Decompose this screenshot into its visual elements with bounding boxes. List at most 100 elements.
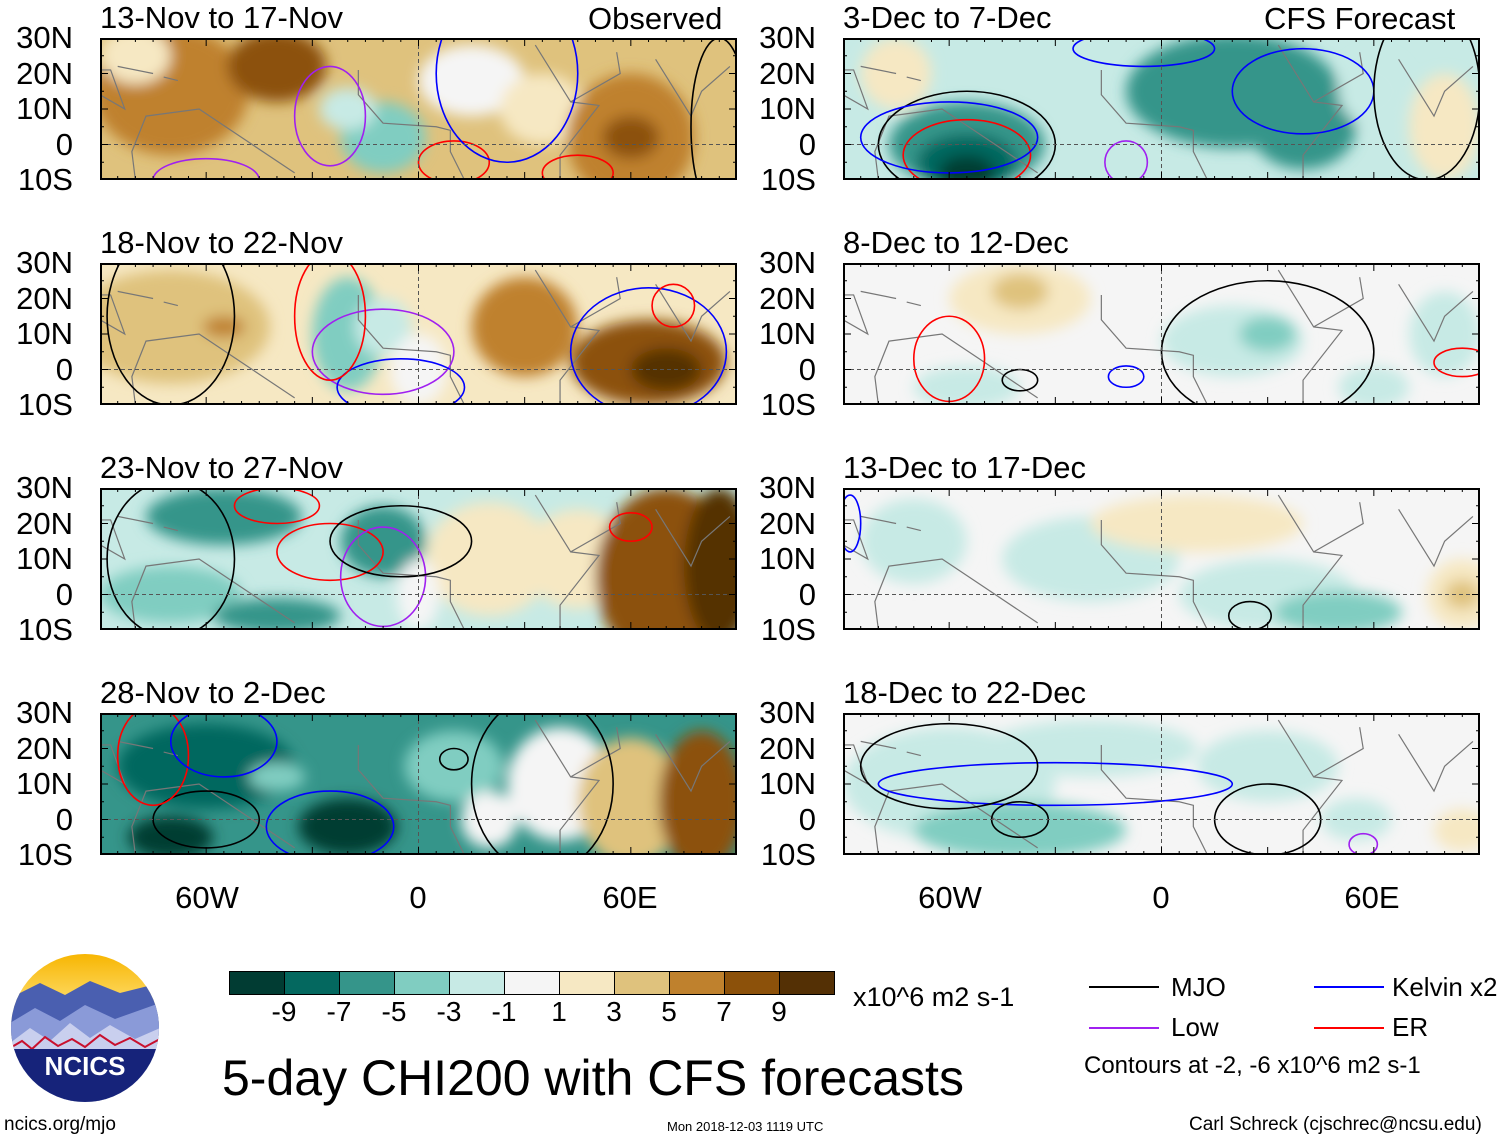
colorbar-tick-label: -5 [381,996,407,1027]
lat-label: 20N [16,280,73,316]
anomaly-shading [1409,291,1480,377]
anomaly-shading [659,730,737,855]
panel-title: 13-Nov to 17-Nov [100,0,343,35]
anomaly-shading [340,505,426,577]
anomaly-shading [1338,365,1410,405]
lat-label: 10S [760,612,816,647]
lat-label: 20N [16,55,73,91]
legend-label-er: ER [1392,1012,1429,1042]
contour-line [902,118,1032,180]
lat-label: 20N [759,505,816,541]
panel-title: 28-Nov to 2-Dec [100,675,326,710]
panel-title: 3-Dec to 7-Dec [843,0,1052,35]
lat-label: 0 [55,801,73,837]
panel-title: 23-Nov to 27-Nov [100,450,343,485]
lat-label: 0 [55,576,73,612]
lat-label: 30N [759,695,816,730]
contour-line [233,488,321,525]
panel-frame [843,713,1480,855]
lon-label-0: 0 [409,880,427,915]
colorbar-swatch [394,972,449,994]
timestamp: Mon 2018-12-03 1119 UTC [667,1119,824,1134]
anomaly-shading [913,801,1127,855]
coastline [843,269,1474,405]
contour-line [690,38,737,180]
colorbar-swatch [724,972,779,994]
panel-frame [100,488,737,630]
anomaly-shading [602,116,660,159]
anomaly-shading [938,155,996,180]
lat-label: 0 [798,351,816,387]
contour-line [859,722,1039,810]
lat-label: 20N [759,730,816,766]
lat-label: 30N [759,470,816,505]
colorbar-tick-label: 3 [606,996,622,1027]
lat-label: 20N [16,505,73,541]
author-credit: Carl Schreck (cjschrec@ncsu.edu) [1189,1114,1482,1135]
panel-frame [843,263,1480,405]
observed-label: Observed [588,1,723,36]
map-panel-forecast-1 [843,38,1480,180]
lat-label: 10N [759,91,816,126]
colorbar [229,971,835,995]
lat-label: 20N [759,55,816,91]
colorbar-tick-label: -7 [326,996,352,1027]
source-link[interactable]: ncics.org/mjo [4,1114,116,1135]
contour-line [470,713,614,855]
lat-label: 10N [16,766,73,801]
anomaly-shading [984,720,1197,777]
anomaly-shading [418,45,525,117]
contour-line [1373,38,1480,180]
panel-frame [100,713,737,855]
anomaly-shading [213,598,341,630]
panel-title: 13-Dec to 17-Dec [843,450,1086,485]
map-panel-observed-1 [100,38,737,180]
anomaly-shading [991,273,1049,310]
contour-line [877,761,1234,807]
colorbar-tick-label: -3 [436,996,462,1027]
lat-label: 10S [17,837,73,872]
anomaly-shading [248,762,306,792]
legend-line-mjo [1089,986,1159,988]
panel-frame [843,38,1480,180]
anomaly-shading [471,277,578,377]
contour-line [569,287,728,405]
lon-label-60w: 60W [175,880,239,915]
lat-label: 20N [759,280,816,316]
anomaly-shading [354,298,412,356]
anomaly-shading [117,723,295,809]
contour-line [435,38,579,164]
coastline [843,44,1474,180]
colorbar-swatch [559,972,614,994]
lat-label: 10S [760,162,816,197]
lat-label: 30N [16,695,73,730]
ncics-logo: NCICS [10,953,160,1103]
panel-title: 18-Dec to 22-Dec [843,675,1086,710]
lon-label-0: 0 [1152,880,1170,915]
legend-label-mjo: MJO [1171,972,1226,1002]
lat-label: 30N [16,245,73,280]
coastline [100,44,731,180]
anomaly-shading [128,815,214,855]
colorbar-swatch [614,972,669,994]
anomaly-shading [100,38,171,85]
panel-frame [100,38,737,180]
anomaly-shading [425,502,553,616]
anomaly-shading [1196,730,1339,802]
map-panel-forecast-4 [843,713,1480,855]
lat-label: 10N [759,316,816,351]
contour-line [116,713,190,807]
contour-line [265,790,395,855]
map-panel-observed-3 [100,488,737,630]
colorbar-units: x10^6 m2 s-1 [853,982,1015,1012]
panel-frame [100,263,737,405]
colorbar-swatch [504,972,559,994]
anomaly-shading [1249,84,1357,170]
lat-label: 0 [55,351,73,387]
lat-label: 30N [16,470,73,505]
contour-line [417,140,491,180]
coastline [100,494,731,630]
lat-label: 10N [759,766,816,801]
logo-text: NCICS [45,1051,126,1081]
anomaly-shading [913,365,1020,405]
